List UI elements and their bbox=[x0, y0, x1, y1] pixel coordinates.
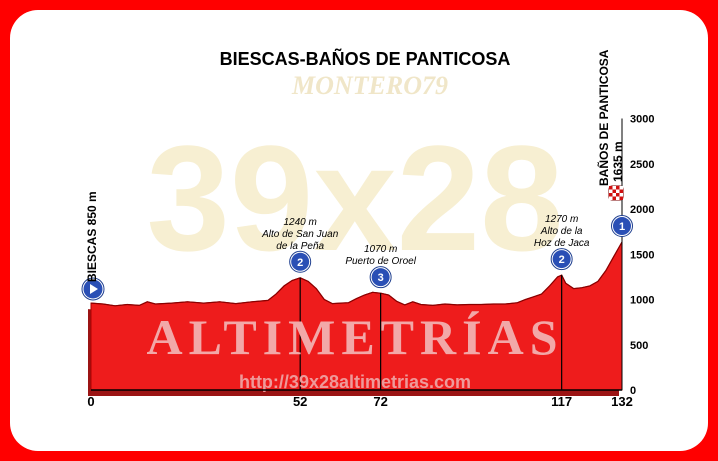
altitude-profile-chart: MONTERO79 39x28 ALTIMETRÍAS http://39x28… bbox=[81, 48, 654, 410]
finish-flag-cell bbox=[612, 193, 616, 197]
y-tick-label: 2500 bbox=[630, 159, 654, 171]
climb-label-line: Puerto de Oroel bbox=[345, 256, 416, 267]
chart-title: BIESCAS-BAÑOS DE PANTICOSA bbox=[220, 48, 511, 69]
finish-flag-cell bbox=[609, 189, 613, 193]
profile-layer bbox=[88, 240, 623, 396]
climb-category-badge bbox=[371, 268, 390, 287]
climb-label-line: 1070 m bbox=[364, 244, 397, 255]
finish-flag-cell bbox=[609, 193, 613, 197]
climb-category-badge bbox=[291, 252, 310, 271]
play-icon bbox=[90, 284, 98, 294]
y-tick-label: 3000 bbox=[630, 114, 654, 126]
finish-flag-cell bbox=[616, 189, 620, 193]
watermark-url: http://39x28altimetrias.com bbox=[239, 372, 471, 392]
finish-flag-cell bbox=[619, 196, 623, 200]
climb-category-badge bbox=[613, 217, 631, 236]
climb-label-line: de la Peña bbox=[276, 241, 324, 252]
finish-label-name: BAÑOS DE PANTICOSA bbox=[596, 49, 611, 186]
start-label: BIESCAS 850 m bbox=[85, 191, 99, 282]
climb-category-number: 3 bbox=[378, 272, 384, 284]
y-tick-label: 1500 bbox=[630, 249, 654, 261]
y-tick-label: 2000 bbox=[630, 204, 654, 216]
climb-category-number: 2 bbox=[297, 257, 303, 269]
watermark-altimetrias: ALTIMETRÍAS bbox=[146, 309, 563, 365]
climb-label-line: Hoz de Jaca bbox=[534, 238, 590, 249]
finish-flag-cell bbox=[612, 189, 616, 193]
profile-frame: MONTERO79 39x28 ALTIMETRÍAS http://39x28… bbox=[10, 10, 708, 451]
x-tick-label: 52 bbox=[293, 394, 307, 409]
y-tick-label: 500 bbox=[630, 340, 648, 352]
climb-category-badge bbox=[552, 250, 571, 269]
x-tick-label: 132 bbox=[611, 394, 633, 409]
finish-flag-cell bbox=[616, 193, 620, 197]
finish-flag-cell bbox=[609, 196, 613, 200]
finish-flag-cell bbox=[612, 186, 616, 190]
finish-flag-cell bbox=[616, 186, 620, 190]
finish-flag-icon bbox=[608, 185, 624, 201]
finish-flag-cell bbox=[619, 193, 623, 197]
finish-label-altitude: 1635 m bbox=[611, 141, 625, 182]
climb-label-line: 1270 m bbox=[545, 214, 578, 225]
x-tick-label: 0 bbox=[87, 394, 94, 409]
finish-flag-cell bbox=[619, 189, 623, 193]
climb-category-number: 1 bbox=[619, 221, 625, 233]
finish-flag-cell bbox=[619, 186, 623, 190]
climb-category-number: 2 bbox=[559, 254, 565, 266]
watermark-logo: 39x28 bbox=[146, 114, 563, 282]
climb-label-line: Alto de San Juan bbox=[261, 229, 339, 240]
finish-flag-cell bbox=[616, 196, 620, 200]
x-tick-label: 72 bbox=[373, 394, 387, 409]
climb-label-line: 1240 m bbox=[284, 217, 317, 228]
y-tick-label: 0 bbox=[630, 385, 636, 397]
x-tick-label: 117 bbox=[551, 394, 572, 409]
watermark-author: MONTERO79 bbox=[291, 71, 448, 100]
climb-marker: 1 bbox=[611, 215, 633, 238]
finish-flag-cell bbox=[612, 196, 616, 200]
climb-label-line: Alto de la bbox=[540, 226, 583, 237]
y-tick-label: 1000 bbox=[630, 295, 654, 307]
finish-flag-cell bbox=[609, 186, 613, 190]
